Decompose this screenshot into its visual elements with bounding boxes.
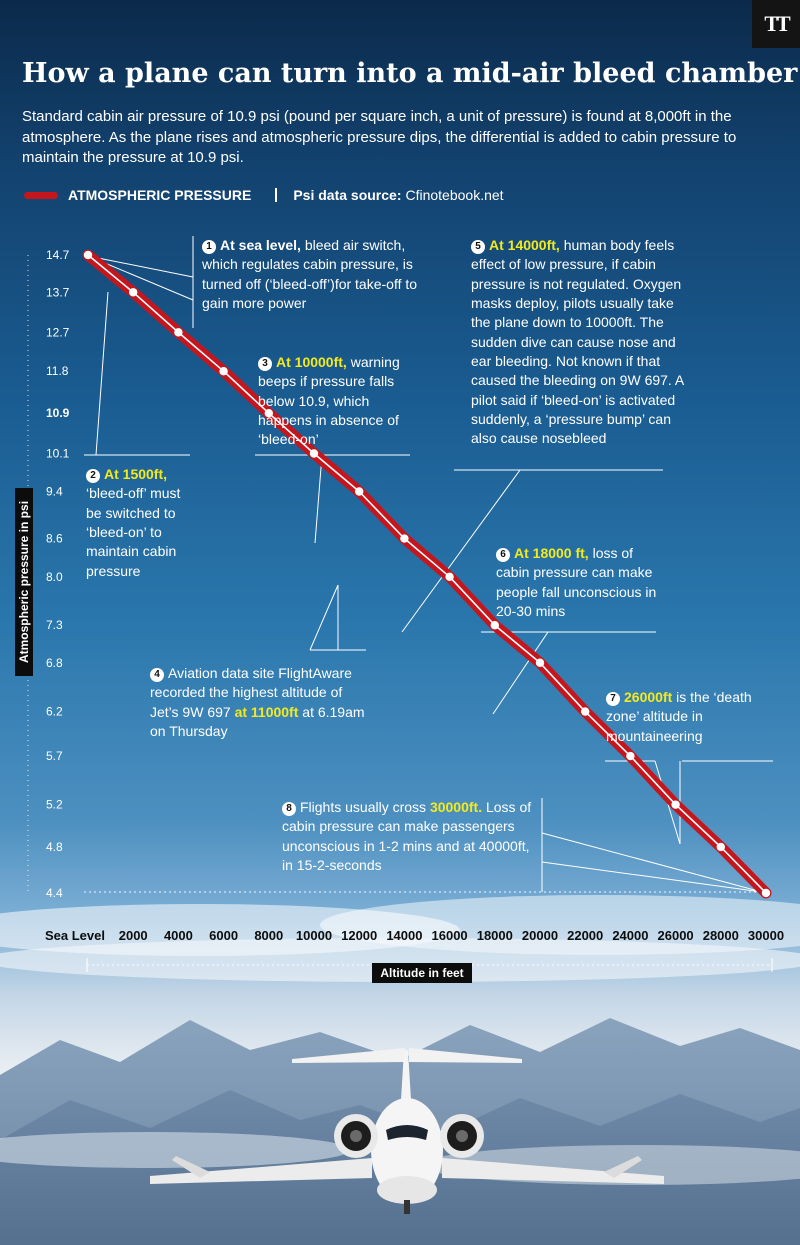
y-tick-label: 5.7 (46, 749, 63, 763)
legend-series-label: ATMOSPHERIC PRESSURE (68, 187, 252, 203)
data-point (671, 800, 680, 809)
annotation-6: 6 At 18000 ft, loss of cabin pressure can… (496, 544, 661, 621)
x-tick-label: 4000 (164, 928, 193, 943)
x-tick-label: 12000 (341, 928, 377, 943)
annotation-highlight: At sea level, (220, 237, 301, 253)
data-point (400, 534, 409, 543)
page-subtitle: Standard cabin air pressure of 10.9 psi … (22, 108, 737, 167)
y-tick-label: 8.6 (46, 532, 63, 546)
data-point (309, 449, 319, 458)
annotation-highlight: 26000ft (624, 689, 673, 705)
annotation-highlight: At 14000ft, (489, 237, 560, 253)
data-point (129, 288, 138, 297)
y-tick-label: 10.1 (46, 447, 70, 461)
data-point (716, 842, 725, 852)
source-value: Cfinotebook.net (405, 187, 504, 203)
y-tick-label: 10.9 (46, 406, 70, 420)
data-point (581, 707, 590, 716)
y-tick-label: 4.8 (46, 840, 63, 854)
x-tick-label: 2000 (119, 928, 148, 943)
y-axis-label-box (15, 488, 33, 676)
x-tick-label: Sea Level (45, 928, 105, 943)
annotation-number: 8 (282, 802, 296, 816)
annotation-text: at 6.19am on Thursday (150, 703, 365, 739)
annotation-text: bleed air switch, which regulates cabin … (202, 237, 418, 311)
annotation-number: 6 (496, 548, 510, 562)
source-label: Psi data source: (293, 187, 402, 203)
annotation-3: 3 At 10000ft, warning beeps if pressure f… (258, 353, 408, 450)
annotation-text: ‘bleed-off’ must be switched to ‘bleed-o… (86, 485, 181, 579)
legend-divider (275, 188, 278, 202)
x-tick-label: 18000 (477, 928, 513, 943)
legend-line-swatch (24, 191, 58, 199)
annotation-highlight: At 1500ft, (104, 466, 168, 482)
x-tick-label: 10000 (296, 928, 332, 943)
x-tick-label: 22000 (567, 928, 603, 943)
annotation-text-pre: Aviation data site FlightAware recorded … (150, 665, 352, 720)
x-tick-label: 6000 (209, 928, 238, 943)
data-point (626, 751, 635, 761)
y-tick-label: 7.3 (46, 618, 63, 632)
annotation-5: 5 At 14000ft, human body feels effect of … (471, 236, 686, 448)
annotation-2: 2 At 1500ft, ‘bleed-off’ must be switched… (86, 465, 198, 581)
y-tick-label: 9.4 (46, 484, 63, 498)
brand-logo: TT (752, 0, 800, 48)
annotation-text: warning beeps if pressure falls below 10… (258, 354, 400, 448)
data-point (355, 487, 364, 496)
x-tick-label: 20000 (522, 928, 558, 943)
annotation-7: 7 26000ft is the ‘death zone’ altitude in… (606, 688, 766, 746)
x-tick-label: 16000 (432, 928, 468, 943)
annotation-text: human body feels effect of low pressure,… (471, 237, 684, 447)
annotation-number: 3 (258, 357, 272, 371)
y-tick-label: 14.7 (46, 248, 70, 262)
x-tick-label: 28000 (703, 928, 739, 943)
annotation-number: 1 (202, 240, 216, 254)
annotation-number: 4 (150, 668, 164, 682)
data-point (219, 367, 228, 376)
annotation-number: 5 (471, 240, 485, 254)
y-tick-label: 12.7 (46, 325, 70, 339)
series-line-highlight (87, 254, 767, 894)
data-point (83, 250, 93, 260)
annotation-highlight: At 18000 ft, (514, 545, 589, 561)
page-title: How a plane can turn into a mid-air blee… (22, 58, 798, 89)
annotation-number: 7 (606, 692, 620, 706)
annotation-8: 8 Flights usually cross 30000ft. Loss of … (282, 798, 542, 875)
x-tick-label: 30000 (748, 928, 784, 943)
annotation-4: 4 Aviation data site FlightAware recorded… (150, 664, 365, 741)
annotation-highlight: at 11000ft (234, 703, 299, 720)
y-tick-label: 8.0 (46, 570, 63, 584)
data-point (490, 621, 499, 630)
y-tick-label: 6.8 (46, 656, 63, 670)
annotation-highlight: At 10000ft, (276, 354, 347, 370)
data-point (535, 658, 545, 667)
x-tick-label: 26000 (658, 928, 694, 943)
annotation-highlight: 30000ft. (429, 799, 483, 815)
data-point (445, 572, 454, 581)
x-tick-label: 8000 (254, 928, 283, 943)
annotation-text: Loss of cabin pressure can make passenge… (282, 799, 532, 873)
annotation-1: 1 At sea level, bleed air switch, which r… (202, 236, 427, 313)
annotation-text: is the ‘death zone’ altitude in mountain… (606, 689, 752, 744)
y-tick-label: 4.4 (46, 886, 63, 900)
chart-legend: ATMOSPHERIC PRESSURE Psi data source: Cf… (24, 184, 504, 206)
x-tick-label: 24000 (612, 928, 648, 943)
annotation-text-pre: Flights usually cross (300, 799, 430, 815)
y-tick-label: 13.7 (46, 285, 70, 299)
data-point (761, 888, 771, 898)
y-tick-label: 11.8 (46, 364, 69, 378)
x-axis-label: Altitude in feet (372, 963, 472, 983)
data-point (264, 408, 273, 418)
annotation-text: loss of cabin pressure can make people f… (496, 545, 657, 619)
data-point (174, 328, 183, 337)
x-tick-label: 14000 (386, 928, 422, 943)
y-tick-label: 5.2 (46, 798, 63, 812)
y-axis-label: Atmospheric pressure in psi (17, 500, 31, 664)
annotation-number: 2 (86, 469, 100, 483)
y-tick-label: 6.2 (46, 705, 63, 719)
